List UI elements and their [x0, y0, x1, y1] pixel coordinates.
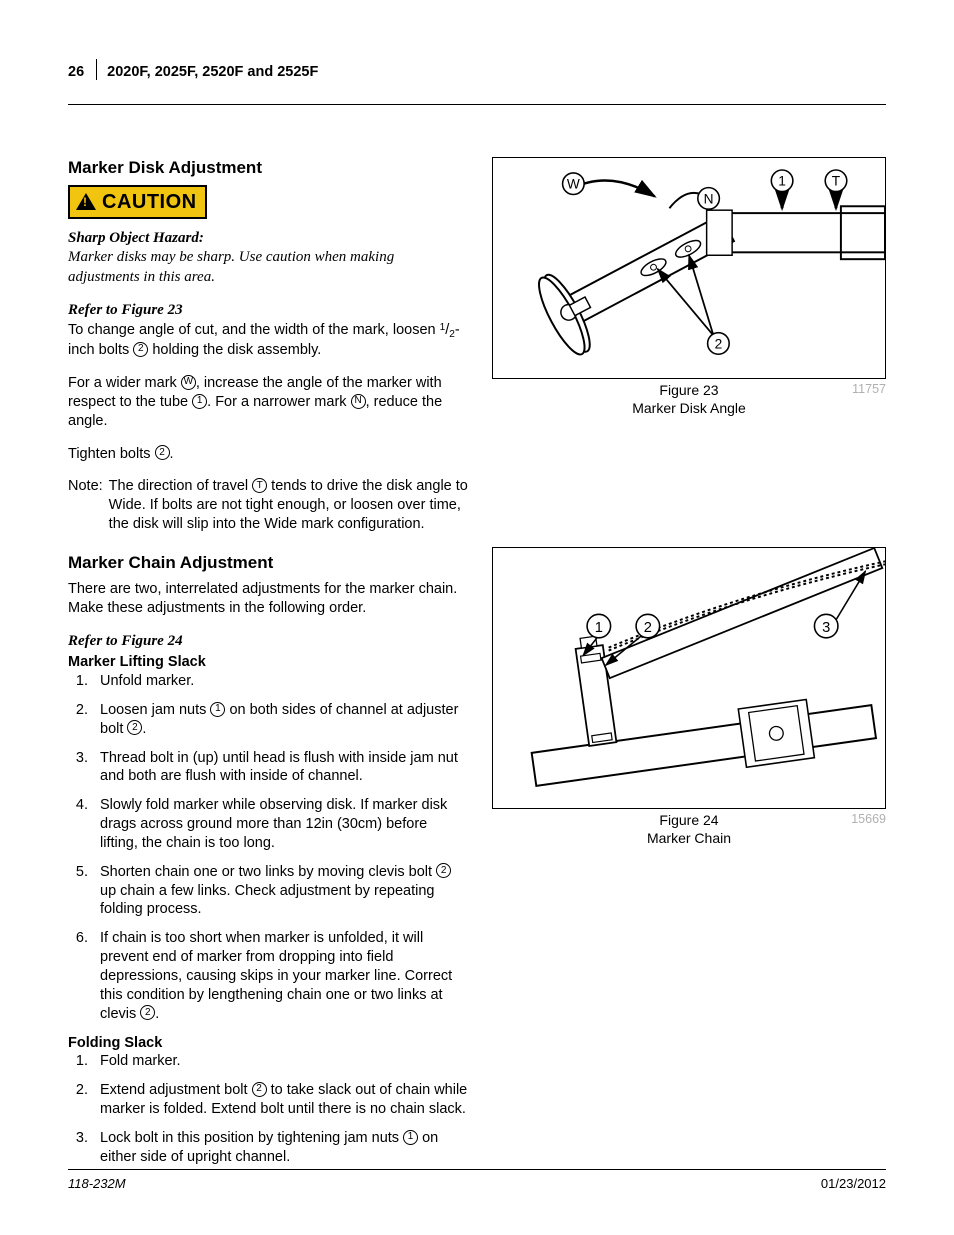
list-item: Extend adjustment bolt 2 to take slack o…: [68, 1081, 468, 1119]
fig24-1-label: 1: [595, 620, 603, 636]
callout-2c-icon: 2: [127, 720, 142, 735]
callout-2-icon: 2: [133, 342, 148, 357]
fraction-half: 1/2: [440, 322, 455, 338]
page-footer: 118-232M 01/23/2012: [68, 1169, 886, 1193]
page-number: 26: [68, 63, 84, 82]
fig24-caption: Figure 24 Marker Chain 15669: [492, 811, 886, 847]
sub-folding-slack: Folding Slack: [68, 1034, 468, 1053]
note-label: Note:: [68, 477, 103, 534]
note-text: The direction of travel T tends to drive…: [109, 477, 468, 534]
steps-folding: Fold marker. Extend adjustment bolt 2 to…: [68, 1052, 468, 1166]
fig23-number: Figure 23: [659, 382, 718, 398]
section-title-disk: Marker Disk Adjustment: [68, 157, 468, 179]
callout-w-icon: W: [181, 375, 196, 390]
warning-triangle-icon: [76, 193, 96, 210]
sub-lifting-slack: Marker Lifting Slack: [68, 653, 468, 672]
fig23-svg: W N 1 T 2: [493, 158, 885, 378]
fig23-caption: Figure 23 Marker Disk Angle 11757: [492, 381, 886, 417]
callout-1-icon: 1: [192, 394, 207, 409]
fig23-1-label: 1: [778, 174, 786, 189]
list-item: Thread bolt in (up) until head is flush …: [68, 749, 468, 787]
list-item: Loosen jam nuts 1 on both sides of chann…: [68, 701, 468, 739]
callout-t-icon: T: [252, 478, 267, 493]
header-divider: [96, 59, 97, 80]
list-item: If chain is too short when marker is unf…: [68, 929, 468, 1023]
callout-2f-icon: 2: [252, 1082, 267, 1097]
page-header: 26 2020F, 2025F, 2520F and 2525F: [68, 55, 886, 105]
list-item: Shorten chain one or two links by moving…: [68, 863, 468, 920]
model-list: 2020F, 2025F, 2520F and 2525F: [107, 63, 318, 82]
fig24-svg: 1 2 3: [493, 548, 885, 808]
fig23-2-label: 2: [715, 336, 723, 351]
figure-24-diagram: 1 2 3: [492, 547, 886, 809]
figure-23-diagram: W N 1 T 2: [492, 157, 886, 379]
refer-fig23: Refer to Figure 23: [68, 301, 468, 321]
list-item: Fold marker.: [68, 1052, 468, 1071]
fig23-title: Marker Disk Angle: [632, 400, 746, 416]
note-direction: Note: The direction of travel T tends to…: [68, 477, 468, 534]
list-item: Lock bolt in this position by tightening…: [68, 1129, 468, 1167]
fig23-n-label: N: [704, 191, 714, 206]
fig23-t-label: T: [832, 174, 841, 189]
callout-2b-icon: 2: [155, 445, 170, 460]
fig24-3-label: 3: [822, 620, 830, 636]
callout-1c-icon: 1: [403, 1130, 418, 1145]
fig24-2-label: 2: [644, 620, 652, 636]
hazard-body: Marker disks may be sharp. Use caution w…: [68, 248, 468, 287]
callout-2d-icon: 2: [436, 863, 451, 878]
doc-date: 01/23/2012: [821, 1176, 886, 1193]
chain-intro: There are two, interrelated adjustments …: [68, 580, 468, 618]
callout-2e-icon: 2: [140, 1005, 155, 1020]
fig24-number: Figure 24: [659, 812, 718, 828]
hazard-title: Sharp Object Hazard:: [68, 229, 468, 249]
para-wider-mark: For a wider mark W, increase the angle o…: [68, 374, 468, 431]
doc-number: 118-232M: [68, 1176, 126, 1193]
left-column: Marker Disk Adjustment CAUTION Sharp Obj…: [68, 157, 468, 1177]
fig24-title: Marker Chain: [647, 830, 731, 846]
list-item: Unfold marker.: [68, 672, 468, 691]
refer-fig24: Refer to Figure 24: [68, 632, 468, 652]
steps-lifting: Unfold marker. Loosen jam nuts 1 on both…: [68, 672, 468, 1024]
callout-n-icon: N: [351, 394, 366, 409]
list-item: Slowly fold marker while observing disk.…: [68, 796, 468, 853]
section-title-chain: Marker Chain Adjustment: [68, 552, 468, 574]
callout-1b-icon: 1: [210, 702, 225, 717]
para-angle-change: To change angle of cut, and the width of…: [68, 321, 468, 360]
caution-sign: CAUTION: [68, 185, 207, 219]
fig23-w-label: W: [567, 176, 580, 191]
fig23-id: 11757: [852, 381, 886, 397]
para-tighten: Tighten bolts 2.: [68, 445, 468, 464]
right-column: W N 1 T 2 Figure 23 Marker Disk Angle 11…: [492, 157, 886, 1177]
caution-label: CAUTION: [102, 189, 197, 215]
fig24-id: 15669: [851, 811, 886, 827]
